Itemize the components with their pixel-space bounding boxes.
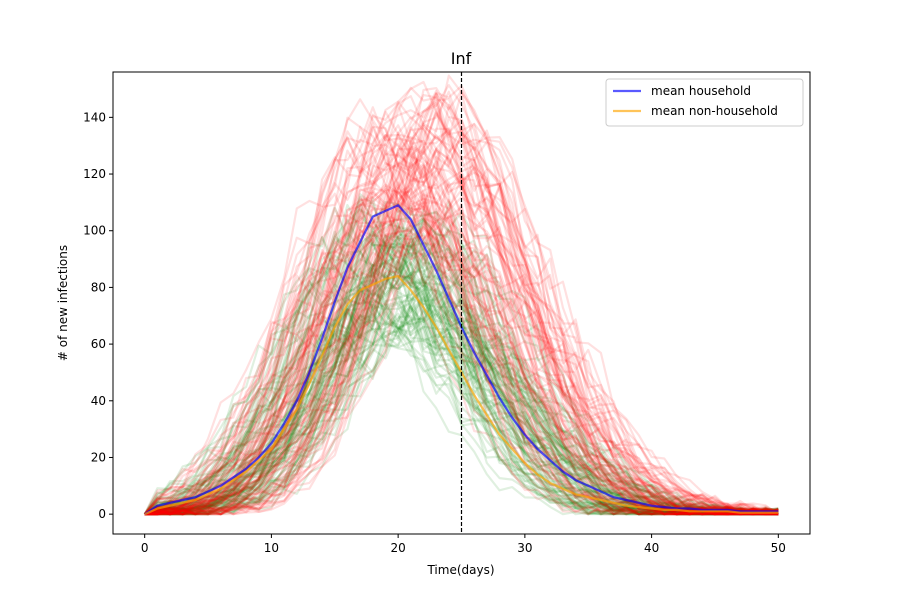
non-household-run-line xyxy=(144,280,779,516)
household-run-line xyxy=(144,95,779,516)
non-household-run-line xyxy=(143,311,779,516)
household-run-line xyxy=(144,80,779,516)
non-household-run-line xyxy=(144,305,779,516)
x-tick-label: 50 xyxy=(771,541,786,555)
non-household-run-line xyxy=(144,223,779,516)
non-household-run-line xyxy=(144,221,779,516)
y-tick-label: 80 xyxy=(91,280,106,294)
y-tick-label: 40 xyxy=(91,394,106,408)
household-run-line xyxy=(144,215,779,516)
household-run-line xyxy=(144,90,779,516)
household-run-line xyxy=(143,204,779,516)
x-tick-label: 10 xyxy=(264,541,279,555)
non-household-run-line xyxy=(144,255,779,516)
x-axis-label: Time(days) xyxy=(426,563,494,577)
household-run-line xyxy=(143,122,779,516)
non-household-run-line xyxy=(143,262,779,516)
x-axis: 0 10 20 30 40 50 xyxy=(141,534,786,555)
household-run-line xyxy=(144,200,779,516)
legend-label-mean-household: mean household xyxy=(651,84,751,98)
y-axis: 0 20 40 60 80 100 120 140 xyxy=(83,110,113,521)
household-run-line xyxy=(144,101,779,516)
household-run-line xyxy=(144,118,779,516)
legend-frame xyxy=(605,78,804,127)
legend: mean household mean non-household xyxy=(605,78,804,127)
non-household-run-line xyxy=(144,216,779,516)
x-tick-label: 0 xyxy=(141,541,149,555)
y-tick-label: 0 xyxy=(98,507,106,521)
household-run-line xyxy=(144,181,779,516)
household-run-line xyxy=(144,155,779,516)
household-run-line xyxy=(144,200,779,516)
chart-title: Inf xyxy=(451,49,472,68)
household-run-line xyxy=(144,147,779,516)
y-tick-label: 100 xyxy=(83,224,106,238)
non-household-run-line xyxy=(144,296,779,516)
non-household-run-line xyxy=(144,230,779,516)
plot-frame xyxy=(112,71,811,535)
x-tick-label: 40 xyxy=(644,541,659,555)
non-household-run-line xyxy=(144,281,779,516)
household-run-line xyxy=(144,161,779,516)
non-household-run-line xyxy=(144,215,779,516)
non-household-run-line xyxy=(143,265,779,516)
y-tick-label: 140 xyxy=(83,110,106,124)
non-household-run-line xyxy=(144,263,779,516)
household-run-line xyxy=(144,92,779,516)
y-tick-label: 20 xyxy=(91,450,106,464)
non-household-run-line xyxy=(144,242,779,516)
y-tick-label: 120 xyxy=(83,167,106,181)
non-household-run-line xyxy=(144,281,779,516)
x-tick-label: 30 xyxy=(517,541,532,555)
y-tick-label: 60 xyxy=(91,337,106,351)
household-run-line xyxy=(144,217,779,516)
household-run-line xyxy=(144,162,779,516)
y-axis-label: # of new infections xyxy=(56,245,70,361)
legend-label-mean-non-household: mean non-household xyxy=(651,104,778,118)
non-household-run-line xyxy=(144,286,779,516)
household-run-line xyxy=(144,116,779,516)
household-run-line xyxy=(144,196,779,516)
non-household-run-line xyxy=(144,235,779,516)
household-run-line xyxy=(143,110,779,516)
household-run-line xyxy=(144,149,779,516)
x-tick-label: 20 xyxy=(390,541,405,555)
